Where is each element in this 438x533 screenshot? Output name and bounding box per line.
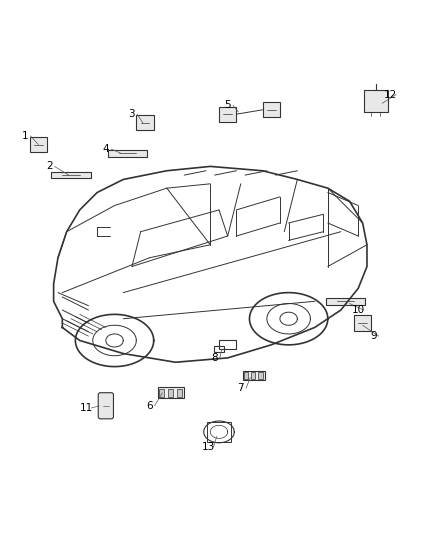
Bar [251, 372, 255, 379]
Bar [30, 137, 47, 152]
Bar [354, 316, 371, 330]
Bar [219, 107, 237, 122]
Text: 3: 3 [129, 109, 135, 119]
Bar [262, 102, 280, 117]
Bar [136, 115, 154, 131]
Text: 13: 13 [201, 442, 215, 452]
Bar [159, 389, 164, 397]
Bar [244, 372, 248, 379]
Text: 1: 1 [22, 131, 28, 141]
Text: 9: 9 [370, 331, 377, 341]
Text: 6: 6 [146, 401, 153, 411]
Bar [243, 370, 265, 380]
Bar [258, 372, 263, 379]
Text: 10: 10 [352, 305, 365, 315]
Text: 2: 2 [46, 161, 53, 172]
Text: 5: 5 [224, 100, 231, 110]
Text: 12: 12 [384, 90, 398, 100]
Text: 11: 11 [80, 403, 93, 413]
Bar [108, 150, 147, 157]
Bar [219, 341, 237, 349]
Text: 4: 4 [102, 144, 109, 154]
Bar [325, 298, 365, 304]
Bar [168, 389, 173, 397]
Text: 7: 7 [237, 383, 244, 393]
FancyBboxPatch shape [98, 393, 113, 419]
Bar [158, 387, 184, 398]
Bar [207, 422, 231, 442]
Text: 8: 8 [212, 353, 218, 363]
Bar [51, 172, 91, 179]
Bar [214, 346, 224, 352]
Bar [364, 90, 388, 112]
Bar [177, 389, 182, 397]
